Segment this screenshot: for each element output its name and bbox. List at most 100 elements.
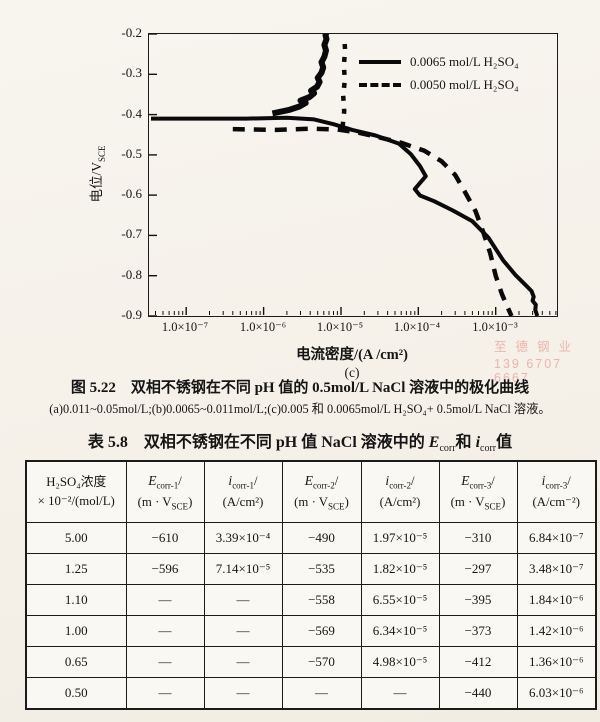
- table-cell: —: [203, 646, 283, 678]
- unit: (A/cm²: [379, 494, 417, 509]
- y-tick-label: -0.4: [121, 106, 142, 121]
- table-cell: 1.00: [25, 615, 127, 647]
- unit: ): [575, 494, 581, 509]
- unit: ): [259, 494, 264, 509]
- table-cell: −596: [125, 553, 205, 585]
- y-tick-label: -0.8: [121, 267, 142, 282]
- table-cell: −440: [438, 677, 518, 710]
- watermark-company: 至德钢业: [494, 340, 581, 354]
- table-cell: 1.36×10⁻⁶: [516, 646, 597, 678]
- table-cell: 1.25: [25, 553, 127, 585]
- symbol: i: [541, 473, 546, 489]
- table-row: 1.25 −596 7.14×10⁻⁵ −535 1.82×10⁻⁵ −297 …: [25, 553, 597, 585]
- unit: ): [188, 494, 193, 509]
- table-cell: —: [125, 646, 205, 678]
- table-cell: —: [203, 584, 283, 616]
- table-cell: 1.10: [25, 584, 127, 616]
- table-cell: 6.84×10⁻⁷: [516, 522, 597, 554]
- unit: (A/cm²: [222, 494, 260, 509]
- x-tick-label: 1.0×10⁻⁴: [393, 320, 441, 334]
- symbol-E: E: [428, 434, 440, 451]
- symbol: i: [385, 473, 390, 489]
- subscript-corr: corr: [439, 443, 456, 455]
- symbol: i: [228, 473, 233, 489]
- slash: /: [254, 474, 258, 489]
- col-header-icorr1: icorr-1/ (A/cm²): [203, 460, 283, 523]
- subscript-corr: corr: [480, 443, 497, 455]
- symbol: E: [461, 473, 470, 489]
- x-tick-label: 1.0×10⁻⁵: [316, 320, 364, 334]
- slash: /: [411, 474, 415, 489]
- solid-line-sample: [359, 59, 401, 64]
- subscript: corr-2: [312, 480, 335, 491]
- col-header-icorr3: icorr-3/ (A/cm⁻²): [516, 460, 597, 523]
- table-header-row: H₂SO₄浓度 × 10⁻²/(mol/L) Ecorr-1/ (m · VSC…: [25, 460, 597, 523]
- table-cell: —: [203, 615, 283, 647]
- header-line: H₂SO₄浓度: [46, 475, 107, 490]
- col-header-ecorr1: Ecorr-1/ (m · VSCE): [125, 460, 205, 523]
- table-row: 1.10 — — −558 6.55×10⁻⁵ −395 1.84×10⁻⁶: [25, 584, 597, 616]
- table-cell: 1.97×10⁻⁵: [360, 522, 440, 554]
- table-cell: —: [203, 677, 283, 710]
- table-cell: —: [360, 677, 440, 710]
- table-cell: −297: [438, 553, 518, 585]
- legend-item: 0.0065 mol/L H₂SO₄: [359, 50, 519, 73]
- unit: (m · V: [294, 494, 329, 509]
- table-cell: 1.42×10⁻⁶: [516, 615, 597, 647]
- subscript: corr-1: [156, 480, 179, 491]
- watermark: 至德钢业 139 6707 6667: [494, 336, 600, 385]
- col-header-ecorr2: Ecorr-2/ (m · VSCE): [281, 460, 362, 523]
- table-cell: −570: [281, 646, 362, 678]
- table-title-text: 和: [455, 434, 476, 451]
- subscript: corr-3: [545, 480, 568, 491]
- slash: /: [567, 474, 571, 489]
- legend-label: 0.0050 mol/L H₂SO₄: [410, 76, 519, 92]
- chart-legend: 0.0065 mol/L H₂SO₄ 0.0050 mol/L H₂SO₄: [359, 50, 519, 96]
- col-header-h2so4: H₂SO₄浓度 × 10⁻²/(mol/L): [25, 460, 127, 523]
- subscript: corr-1: [232, 480, 254, 491]
- table-title-text: 值: [496, 434, 513, 451]
- figure-caption: 图 5.22 双相不锈钢在不同 pH 值的 0.5mol/L NaCl 溶液中的…: [70, 380, 530, 396]
- table-cell: —: [125, 615, 205, 647]
- symbol: E: [148, 473, 157, 489]
- x-axis-label: 电流密度/(A /cm²): [296, 347, 408, 363]
- table-title-text: 表 5.8 双相不锈钢在不同 pH 值 NaCl 溶液中的: [87, 434, 429, 451]
- table-cell: −569: [281, 615, 362, 647]
- table-cell: 0.50: [25, 677, 127, 710]
- unit: ): [344, 494, 349, 509]
- table-cell: −610: [125, 522, 205, 554]
- unit: (m · V: [137, 494, 172, 509]
- slash: /: [491, 474, 495, 489]
- table-cell: −558: [281, 584, 362, 616]
- col-header-icorr2: icorr-2/ (A/cm²): [360, 460, 440, 523]
- unit-subscript: SCE: [328, 501, 345, 512]
- table-cell: 7.14×10⁻⁵: [203, 553, 283, 585]
- subscript: corr-3: [469, 480, 492, 491]
- legend-label: 0.0065 mol/L H₂SO₄: [410, 53, 519, 69]
- table-cell: 6.03×10⁻⁶: [516, 677, 597, 710]
- unit-subscript: SCE: [171, 501, 189, 512]
- table-cell: −395: [438, 584, 518, 616]
- y-tick-label: -0.5: [121, 146, 142, 161]
- y-axis-label-text: 电位/V: [89, 162, 105, 203]
- table-cell: 0.65: [25, 646, 127, 678]
- y-tick-label: -0.2: [121, 25, 142, 40]
- legend-item: 0.0050 mol/L H₂SO₄: [359, 73, 519, 96]
- y-tick-label: -0.3: [121, 65, 142, 80]
- table-row: 5.00 −610 3.39×10⁻⁴ −490 1.97×10⁻⁵ −310 …: [25, 522, 597, 554]
- table-cell: —: [281, 677, 362, 710]
- table-cell: —: [125, 677, 205, 710]
- table-cell: 6.55×10⁻⁵: [360, 584, 440, 616]
- table-cell: −373: [438, 615, 518, 647]
- table-cell: −310: [438, 522, 518, 554]
- unit-subscript: SCE: [484, 501, 502, 512]
- table-cell: 3.39×10⁻⁴: [203, 522, 283, 554]
- unit: ): [416, 494, 421, 509]
- y-tick-label: -0.7: [121, 226, 142, 241]
- slash: /: [178, 474, 182, 489]
- table-cell: 3.48×10⁻⁷: [516, 553, 597, 585]
- symbol: E: [304, 473, 313, 489]
- panel-label: (c): [344, 365, 360, 380]
- x-tick-label: 1.0×10⁻⁷: [161, 320, 209, 334]
